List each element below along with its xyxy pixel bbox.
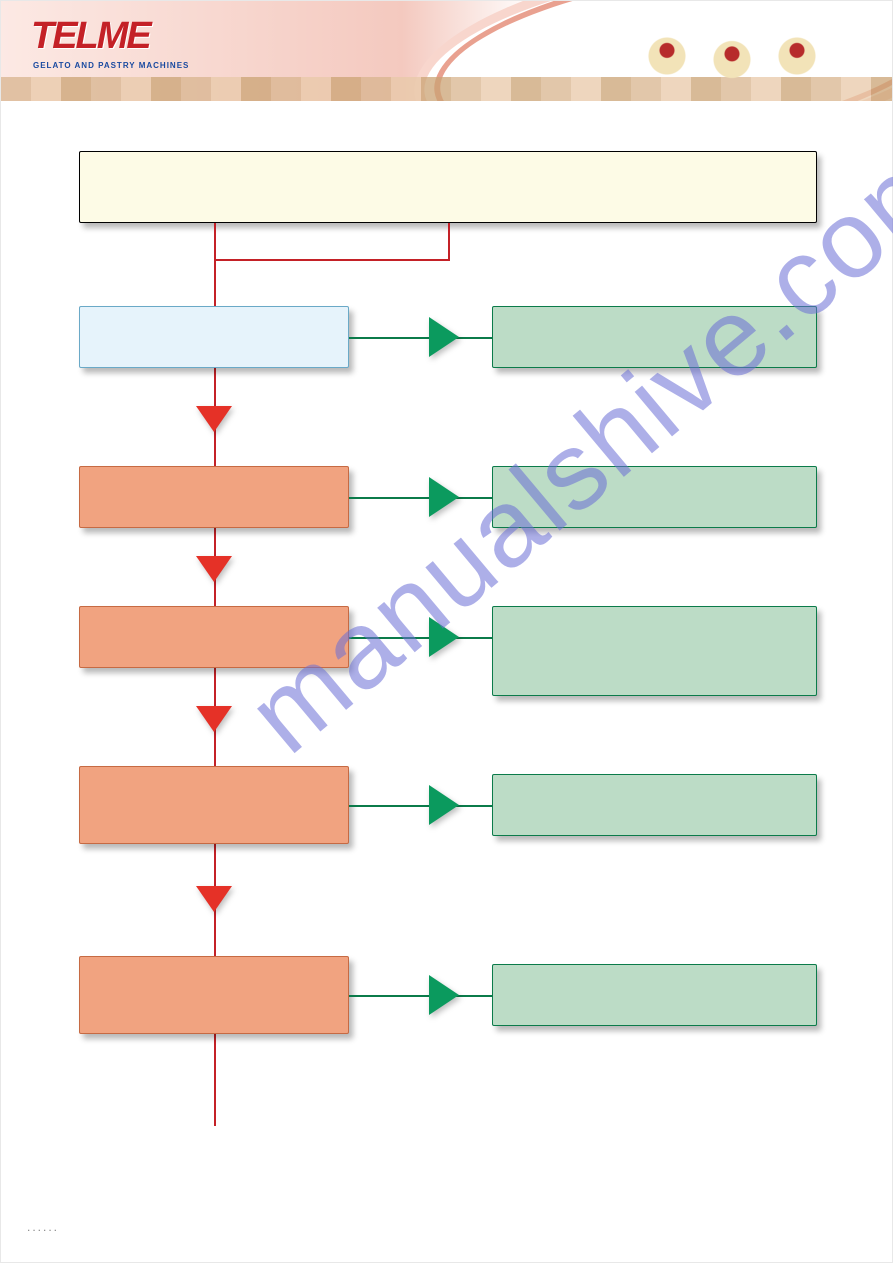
arrow-down-icon (196, 886, 232, 912)
flow-vline-stub (448, 223, 450, 259)
arrow-right-icon (429, 477, 459, 517)
arrow-down-icon (196, 406, 232, 432)
flow-step-3 (79, 606, 349, 668)
flow-connector-5 (349, 995, 492, 997)
arrow-right-icon (429, 785, 459, 825)
flow-note-1 (492, 306, 817, 368)
flow-note-2 (492, 466, 817, 528)
header-pastry-image (602, 21, 862, 91)
arrow-down-icon (196, 556, 232, 582)
page-footer-dots: ...... (27, 1220, 59, 1234)
flow-note-3 (492, 606, 817, 696)
flow-step-4 (79, 766, 349, 844)
page-header: TELME GELATO AND PASTRY MACHINES (1, 1, 892, 101)
flow-note-4 (492, 774, 817, 836)
flow-connector-3 (349, 637, 492, 639)
flow-note-5 (492, 964, 817, 1026)
flow-hline-top (214, 259, 450, 261)
manual-page: TELME GELATO AND PASTRY MACHINES (0, 0, 893, 1263)
flow-connector-2 (349, 497, 492, 499)
flow-connector-1 (349, 337, 492, 339)
flow-title-box (79, 151, 817, 223)
flow-connector-4 (349, 805, 492, 807)
arrow-right-icon (429, 317, 459, 357)
flow-step-1 (79, 306, 349, 368)
arrow-right-icon (429, 617, 459, 657)
arrow-down-icon (196, 706, 232, 732)
flow-step-2 (79, 466, 349, 528)
brand-tagline: GELATO AND PASTRY MACHINES (33, 61, 189, 70)
arrow-right-icon (429, 975, 459, 1015)
brand-logo: TELME (31, 15, 150, 58)
flow-step-5 (79, 956, 349, 1034)
